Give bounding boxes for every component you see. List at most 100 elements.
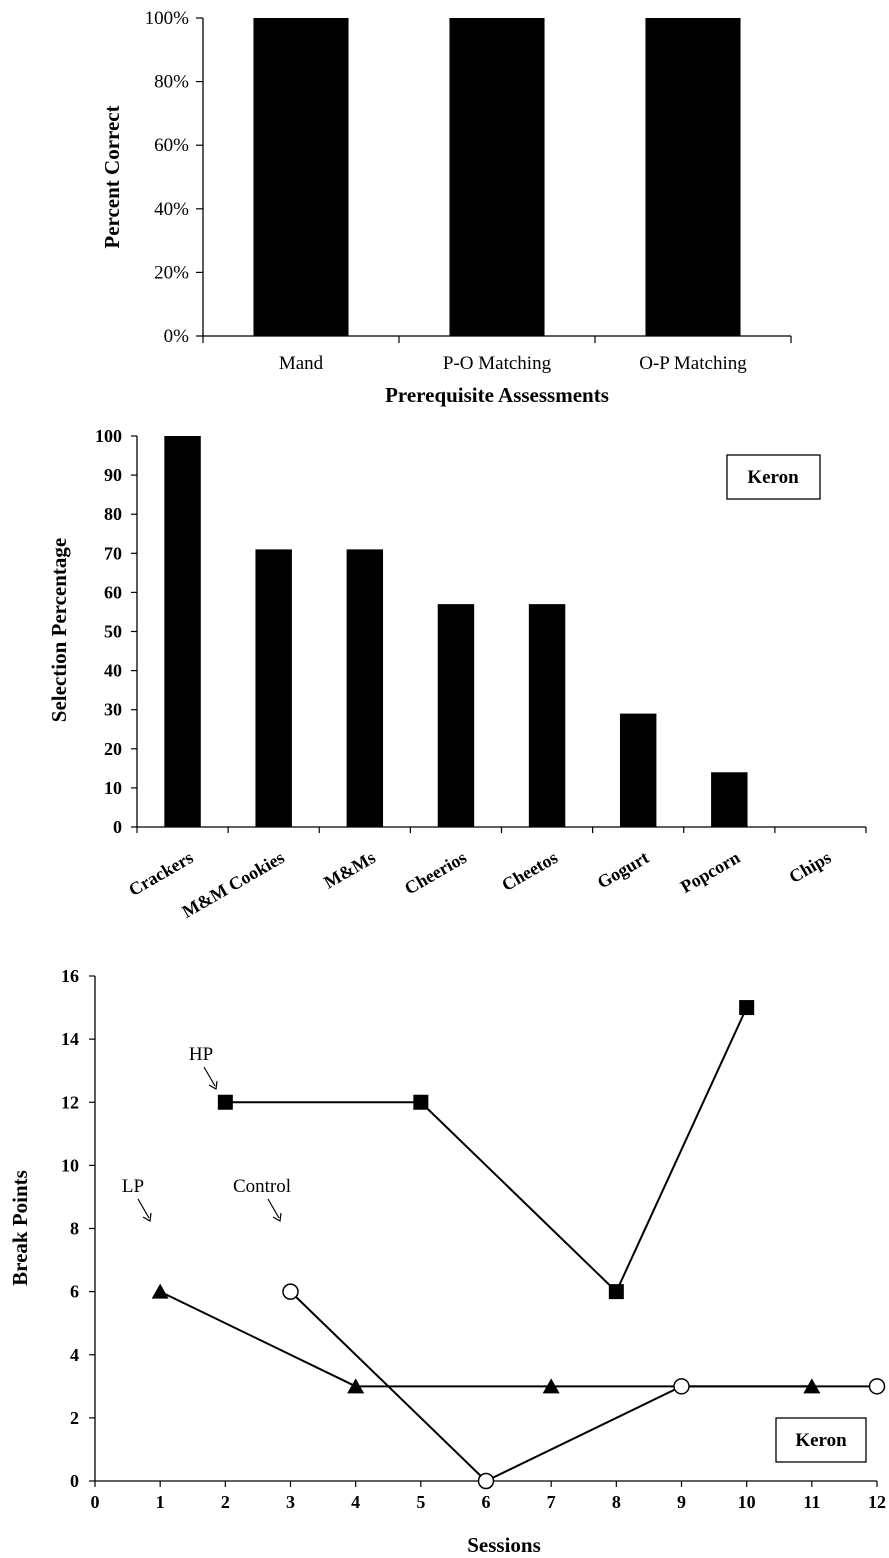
c3-point-control-2 xyxy=(673,1378,690,1395)
c1-x-axis-label: Prerequisite Assessments xyxy=(385,383,609,407)
c1-x-tick-label-2: O-P Matching xyxy=(639,353,747,374)
c3-point-lp-1 xyxy=(347,1378,365,1394)
c2-y-tick-label-0: 0 xyxy=(113,817,122,837)
c3-x-tick-label-5: 5 xyxy=(416,1492,425,1512)
c3-x-tick-label-7: 7 xyxy=(547,1492,556,1512)
c3-y-tick-label-7: 14 xyxy=(61,1029,79,1049)
c2-bar-4 xyxy=(528,604,566,827)
c3-point-hp-1 xyxy=(413,1094,429,1110)
c2-y-tick-label-2: 20 xyxy=(104,739,122,759)
c2-y-tick-label-4: 40 xyxy=(104,661,122,681)
c3-point-lp-3 xyxy=(803,1378,821,1394)
c2-bar-0 xyxy=(164,436,201,827)
c3-x-tick-label-3: 3 xyxy=(286,1492,295,1512)
c1-bar-2 xyxy=(645,18,741,336)
c2-x-tick-label-5: Gogurt xyxy=(594,847,652,892)
c3-x-tick-label-10: 10 xyxy=(738,1492,756,1512)
c2-x-tick-label-0: Crackers xyxy=(125,847,196,900)
c3-arrowhead-hp xyxy=(208,1080,218,1090)
c3-arrowhead-control xyxy=(272,1212,282,1222)
c3-point-hp-0 xyxy=(217,1094,233,1110)
c3-arrow-control xyxy=(267,1198,280,1219)
c3-y-tick-label-0: 0 xyxy=(70,1471,79,1491)
c3-series-lines xyxy=(159,1007,877,1483)
c3-series-line-lp xyxy=(159,1290,812,1388)
c2-legend-label: Keron xyxy=(747,467,799,488)
c3-y-tick-label-4: 8 xyxy=(70,1219,79,1239)
c3-arrow-hp xyxy=(203,1066,216,1087)
c3-series-markers xyxy=(151,1000,886,1490)
c2-y-tick-label-5: 50 xyxy=(104,622,122,642)
c3-legend-label: Keron xyxy=(795,1430,847,1451)
c3-x-tick-label-12: 12 xyxy=(868,1492,886,1512)
c3-x-tick-label-8: 8 xyxy=(612,1492,621,1512)
c2-bar-2 xyxy=(346,549,384,827)
c2-x-tick-label-6: Popcorn xyxy=(677,847,743,897)
c3-y-axis-ticks: 0 2 4 6 8 10 12 14 16 xyxy=(61,966,95,1491)
c3-y-tick-label-1: 2 xyxy=(70,1408,79,1428)
c1-y-tick-label-3: 60% xyxy=(154,135,189,156)
c3-arrow-lp xyxy=(137,1198,150,1219)
c2-y-tick-label-1: 10 xyxy=(104,778,122,798)
c3-x-tick-label-1: 1 xyxy=(156,1492,165,1512)
c1-y-tick-label-4: 80% xyxy=(154,72,189,93)
c2-x-tick-label-7: Chips xyxy=(785,847,834,887)
c2-bars xyxy=(164,436,748,827)
c3-x-tick-label-9: 9 xyxy=(677,1492,686,1512)
c3-series-line-hp xyxy=(225,1007,748,1294)
c1-y-axis-ticks: 0% 20% 40% 60% 80% 100% xyxy=(145,8,203,347)
c3-x-axis-label: Sessions xyxy=(467,1533,541,1557)
c3-x-tick-label-2: 2 xyxy=(221,1492,230,1512)
c2-y-tick-label-8: 80 xyxy=(104,504,122,524)
c3-point-hp-2 xyxy=(608,1284,624,1300)
c3-annotation-hp: HP xyxy=(189,1044,213,1065)
c2-x-tick-label-4: Cheetos xyxy=(498,847,561,895)
c3-point-hp-3 xyxy=(739,1000,755,1016)
c2-x-tick-label-3: Cheerios xyxy=(401,847,470,898)
c3-x-tick-label-0: 0 xyxy=(91,1492,100,1512)
c1-x-axis-ticks: Mand P-O Matching O-P Matching xyxy=(202,336,792,374)
c3-legend-box xyxy=(775,1417,867,1463)
c3-series-line-control xyxy=(289,1290,877,1483)
c3-y-axis-label: Break Points xyxy=(8,1170,32,1286)
c3-point-control-0 xyxy=(282,1283,299,1300)
c3-y-tick-label-8: 16 xyxy=(61,966,79,986)
c1-y-tick-label-0: 0% xyxy=(164,326,190,347)
c2-bar-3 xyxy=(437,604,475,827)
c3-annotation-control: Control xyxy=(233,1176,291,1197)
c3-point-control-3 xyxy=(868,1378,886,1395)
c3-y-tick-label-2: 4 xyxy=(70,1345,79,1365)
c2-bar-6 xyxy=(711,772,748,827)
c2-y-tick-label-3: 30 xyxy=(104,700,122,720)
c1-bars xyxy=(253,18,741,336)
c2-y-tick-label-10: 100 xyxy=(95,426,122,446)
c1-y-tick-label-5: 100% xyxy=(145,8,190,29)
c2-legend-box xyxy=(726,454,821,500)
c2-y-tick-label-7: 70 xyxy=(104,543,122,563)
c2-bar-1 xyxy=(255,549,292,827)
c2-y-tick-label-6: 60 xyxy=(104,582,122,602)
c1-bar-0 xyxy=(253,18,349,336)
c3-point-lp-2 xyxy=(542,1378,560,1394)
c2-x-tick-label-1: M&M Cookies xyxy=(179,847,288,922)
chart-prerequisite-assessments: 0% 20% 40% 60% 80% 100% Mand P-O Matching O-P M… xyxy=(100,8,792,407)
c3-point-lp-0 xyxy=(151,1283,169,1299)
c3-y-tick-label-6: 12 xyxy=(61,1092,79,1112)
c1-y-tick-label-2: 40% xyxy=(154,199,189,220)
c3-y-tick-label-3: 6 xyxy=(70,1282,79,1302)
c2-x-tick-label-2: M&Ms xyxy=(320,847,378,892)
c3-x-tick-label-4: 4 xyxy=(351,1492,360,1512)
c1-x-tick-label-1: P-O Matching xyxy=(443,353,552,374)
c3-arrowhead-lp xyxy=(142,1212,152,1222)
c2-bar-5 xyxy=(619,713,657,827)
c2-y-tick-label-9: 90 xyxy=(104,465,122,485)
c1-y-tick-label-1: 20% xyxy=(154,262,189,283)
c1-bar-1 xyxy=(449,18,545,336)
c1-y-axis-label: Percent Correct xyxy=(100,105,124,248)
c3-x-tick-label-11: 11 xyxy=(803,1492,820,1512)
c3-annotation-lp: LP xyxy=(122,1176,144,1197)
c3-x-axis-ticks: 0 1 2 3 4 5 6 7 8 9 10 11 12 xyxy=(91,1481,886,1512)
